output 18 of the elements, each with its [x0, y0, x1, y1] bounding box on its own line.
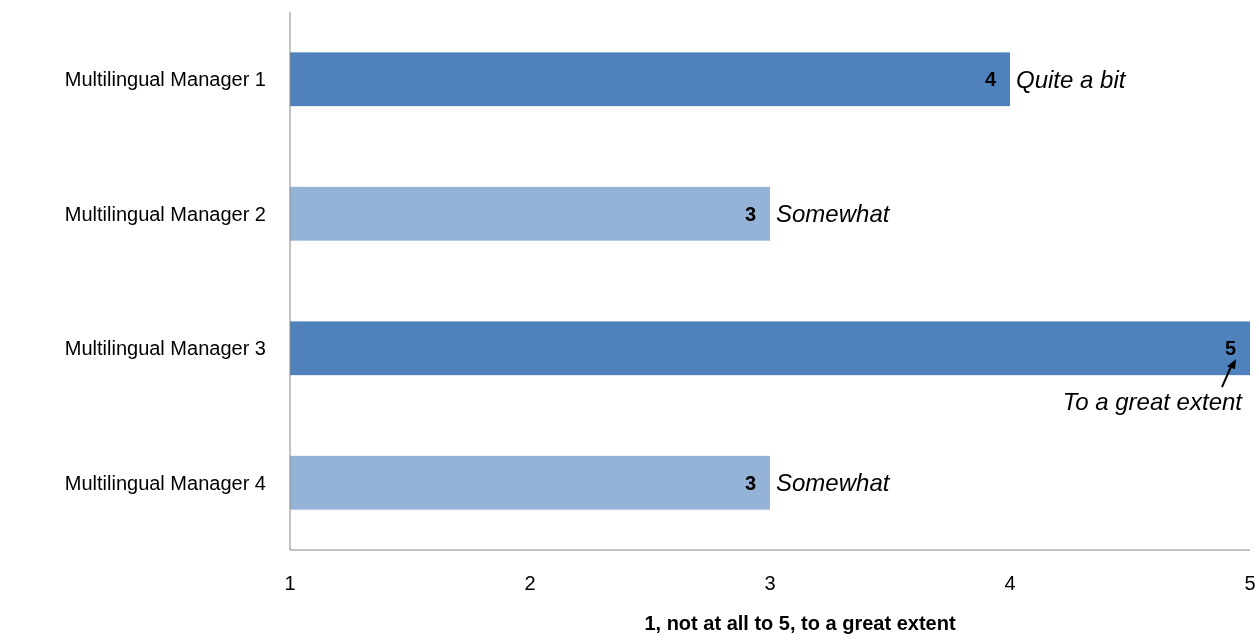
x-tick-label: 4	[1004, 572, 1016, 594]
y-tick-label: Multilingual Manager 4	[64, 471, 266, 494]
y-tick-label: Multilingual Manager 1	[64, 68, 266, 91]
data-label: 3	[744, 202, 756, 225]
annotation: Quite a bit	[1016, 65, 1127, 93]
y-tick-label: Multilingual Manager 2	[64, 202, 266, 225]
data-label: 3	[744, 471, 756, 494]
annotation: Somewhat	[776, 200, 891, 228]
annotation: Somewhat	[776, 469, 891, 497]
y-tick-label: Multilingual Manager 3	[64, 337, 266, 360]
x-tick-label: 5	[1244, 572, 1256, 594]
x-axis-title: 1, not at all to 5, to a great extent	[644, 612, 956, 634]
x-tick-label: 1	[284, 572, 296, 594]
data-label: 5	[1224, 337, 1236, 360]
x-tick-label: 3	[764, 572, 776, 594]
x-tick-label: 2	[524, 572, 536, 594]
annotation: To a great extent	[1062, 387, 1244, 415]
data-label: 4	[984, 68, 997, 91]
